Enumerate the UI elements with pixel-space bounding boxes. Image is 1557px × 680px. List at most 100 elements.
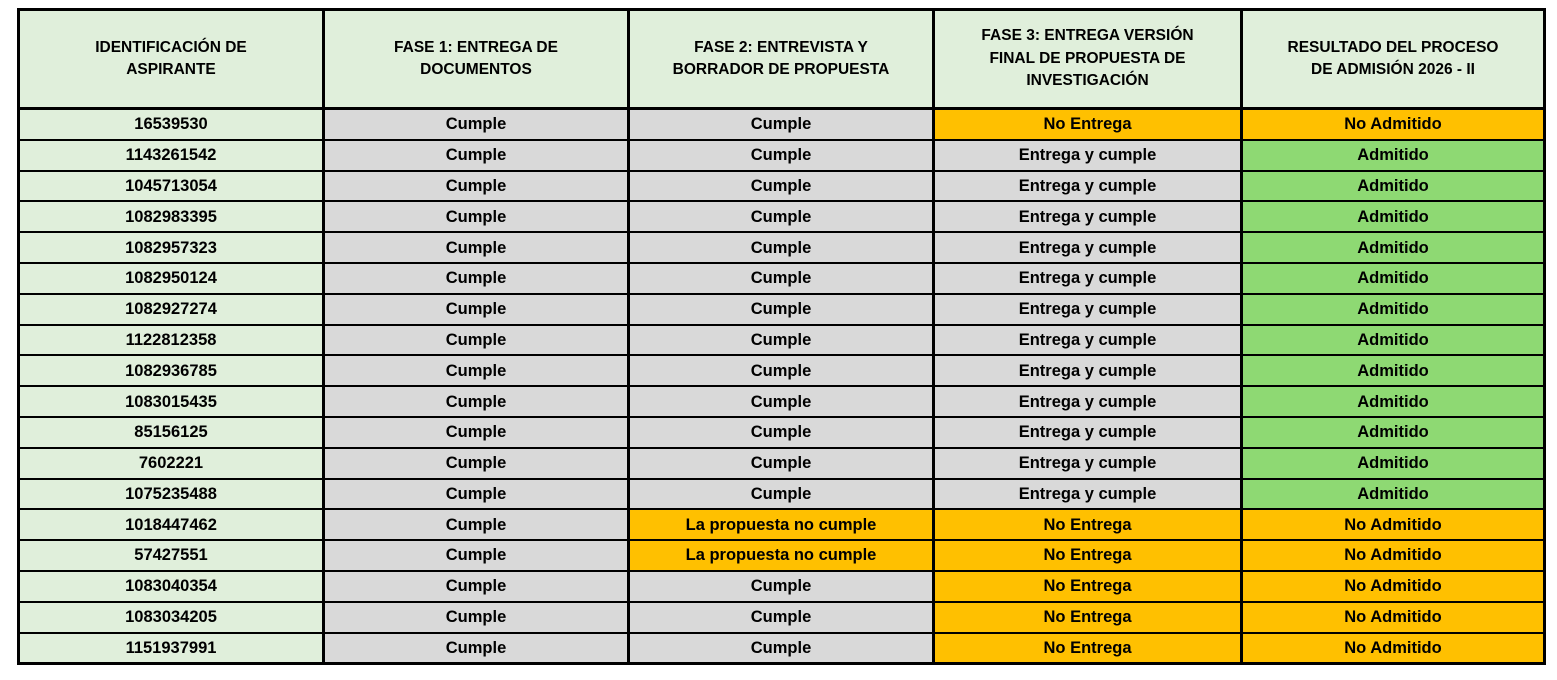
- fase2-status-cell: Cumple: [627, 415, 935, 449]
- result-status-cell: Admitido: [1240, 292, 1546, 326]
- table-row: 16539530 Cumple Cumple No Entrega No Adm…: [17, 107, 1546, 141]
- fase1-status-cell: Cumple: [322, 323, 630, 357]
- applicant-id-cell: 1082983395: [17, 200, 325, 234]
- table-header: IDENTIFICACIÓN DE ASPIRANTE FASE 1: ENTR…: [17, 8, 1546, 110]
- fase2-status-cell: Cumple: [627, 292, 935, 326]
- table-row: 1083040354 Cumple Cumple No Entrega No A…: [17, 569, 1546, 603]
- result-status-cell: No Admitido: [1240, 631, 1546, 665]
- fase3-status-cell: Entrega y cumple: [932, 231, 1243, 264]
- fase1-status-cell: Cumple: [322, 385, 630, 418]
- fase3-status-cell: Entrega y cumple: [932, 292, 1243, 326]
- applicant-id-cell: 7602221: [17, 446, 325, 480]
- fase3-status-cell: Entrega y cumple: [932, 477, 1243, 511]
- table-row: 1045713054 Cumple Cumple Entrega y cumpl…: [17, 169, 1546, 203]
- table-row: 1082983395 Cumple Cumple Entrega y cumpl…: [17, 200, 1546, 234]
- fase3-status-cell: Entrega y cumple: [932, 385, 1243, 418]
- fase3-status-cell: No Entrega: [932, 107, 1243, 141]
- fase2-status-cell: Cumple: [627, 569, 935, 603]
- fase2-status-cell: La propuesta no cumple: [627, 539, 935, 572]
- table-row: 1143261542 Cumple Cumple Entrega y cumpl…: [17, 138, 1546, 172]
- result-status-cell: Admitido: [1240, 477, 1546, 511]
- fase1-status-cell: Cumple: [322, 261, 630, 295]
- applicant-id-cell: 85156125: [17, 415, 325, 449]
- column-header-fase1: FASE 1: ENTREGA DE DOCUMENTOS: [322, 8, 630, 110]
- fase1-status-cell: Cumple: [322, 354, 630, 388]
- result-status-cell: Admitido: [1240, 231, 1546, 264]
- fase1-status-cell: Cumple: [322, 569, 630, 603]
- table-row: 57427551 Cumple La propuesta no cumple N…: [17, 539, 1546, 572]
- fase3-status-cell: No Entrega: [932, 600, 1243, 634]
- fase2-status-cell: Cumple: [627, 107, 935, 141]
- fase2-status-cell: La propuesta no cumple: [627, 508, 935, 542]
- fase2-status-cell: Cumple: [627, 385, 935, 418]
- fase3-status-cell: No Entrega: [932, 539, 1243, 572]
- applicant-id-cell: 1083034205: [17, 600, 325, 634]
- fase1-status-cell: Cumple: [322, 415, 630, 449]
- result-status-cell: No Admitido: [1240, 600, 1546, 634]
- fase2-status-cell: Cumple: [627, 631, 935, 665]
- fase3-status-cell: Entrega y cumple: [932, 354, 1243, 388]
- fase1-status-cell: Cumple: [322, 200, 630, 234]
- fase1-status-cell: Cumple: [322, 539, 630, 572]
- fase1-status-cell: Cumple: [322, 169, 630, 203]
- fase1-status-cell: Cumple: [322, 631, 630, 665]
- table-row: 1075235488 Cumple Cumple Entrega y cumpl…: [17, 477, 1546, 511]
- fase3-status-cell: Entrega y cumple: [932, 200, 1243, 234]
- fase1-status-cell: Cumple: [322, 477, 630, 511]
- fase3-status-cell: Entrega y cumple: [932, 446, 1243, 480]
- table-row: 1122812358 Cumple Cumple Entrega y cumpl…: [17, 323, 1546, 357]
- fase2-status-cell: Cumple: [627, 323, 935, 357]
- applicant-id-cell: 16539530: [17, 107, 325, 141]
- fase3-status-cell: Entrega y cumple: [932, 261, 1243, 295]
- column-header-applicant-id: IDENTIFICACIÓN DE ASPIRANTE: [17, 8, 325, 110]
- fase1-status-cell: Cumple: [322, 231, 630, 264]
- fase3-status-cell: Entrega y cumple: [932, 415, 1243, 449]
- applicant-id-cell: 1082936785: [17, 354, 325, 388]
- fase2-status-cell: Cumple: [627, 446, 935, 480]
- table-row: 1151937991 Cumple Cumple No Entrega No A…: [17, 631, 1546, 665]
- table-row: 1018447462 Cumple La propuesta no cumple…: [17, 508, 1546, 542]
- result-status-cell: No Admitido: [1240, 508, 1546, 542]
- column-header-fase3: FASE 3: ENTREGA VERSIÓN FINAL DE PROPUES…: [932, 8, 1243, 110]
- fase2-status-cell: Cumple: [627, 477, 935, 511]
- result-status-cell: Admitido: [1240, 200, 1546, 234]
- fase2-status-cell: Cumple: [627, 261, 935, 295]
- fase3-status-cell: No Entrega: [932, 508, 1243, 542]
- fase1-status-cell: Cumple: [322, 107, 630, 141]
- result-status-cell: Admitido: [1240, 323, 1546, 357]
- result-status-cell: Admitido: [1240, 354, 1546, 388]
- table-row: 85156125 Cumple Cumple Entrega y cumple …: [17, 415, 1546, 449]
- table-row: 1083015435 Cumple Cumple Entrega y cumpl…: [17, 385, 1546, 418]
- fase2-status-cell: Cumple: [627, 600, 935, 634]
- fase2-status-cell: Cumple: [627, 138, 935, 172]
- applicant-id-cell: 1018447462: [17, 508, 325, 542]
- fase1-status-cell: Cumple: [322, 138, 630, 172]
- admissions-results-table: IDENTIFICACIÓN DE ASPIRANTE FASE 1: ENTR…: [17, 8, 1546, 666]
- fase2-status-cell: Cumple: [627, 354, 935, 388]
- fase3-status-cell: Entrega y cumple: [932, 138, 1243, 172]
- applicant-id-cell: 1151937991: [17, 631, 325, 665]
- table-body: 16539530 Cumple Cumple No Entrega No Adm…: [17, 107, 1546, 665]
- fase3-status-cell: Entrega y cumple: [932, 323, 1243, 357]
- fase1-status-cell: Cumple: [322, 446, 630, 480]
- result-status-cell: Admitido: [1240, 169, 1546, 203]
- applicant-id-cell: 1082927274: [17, 292, 325, 326]
- applicant-id-cell: 1083015435: [17, 385, 325, 418]
- applicant-id-cell: 1082950124: [17, 261, 325, 295]
- result-status-cell: No Admitido: [1240, 107, 1546, 141]
- result-status-cell: Admitido: [1240, 415, 1546, 449]
- applicant-id-cell: 1122812358: [17, 323, 325, 357]
- fase1-status-cell: Cumple: [322, 508, 630, 542]
- table-row: 7602221 Cumple Cumple Entrega y cumple A…: [17, 446, 1546, 480]
- table-row: 1082957323 Cumple Cumple Entrega y cumpl…: [17, 231, 1546, 264]
- applicant-id-cell: 57427551: [17, 539, 325, 572]
- table-row: 1082936785 Cumple Cumple Entrega y cumpl…: [17, 354, 1546, 388]
- result-status-cell: Admitido: [1240, 446, 1546, 480]
- table-row: 1082927274 Cumple Cumple Entrega y cumpl…: [17, 292, 1546, 326]
- applicant-id-cell: 1075235488: [17, 477, 325, 511]
- fase2-status-cell: Cumple: [627, 200, 935, 234]
- column-header-result: RESULTADO DEL PROCESO DE ADMISIÓN 2026 -…: [1240, 8, 1546, 110]
- fase3-status-cell: Entrega y cumple: [932, 169, 1243, 203]
- applicant-id-cell: 1083040354: [17, 569, 325, 603]
